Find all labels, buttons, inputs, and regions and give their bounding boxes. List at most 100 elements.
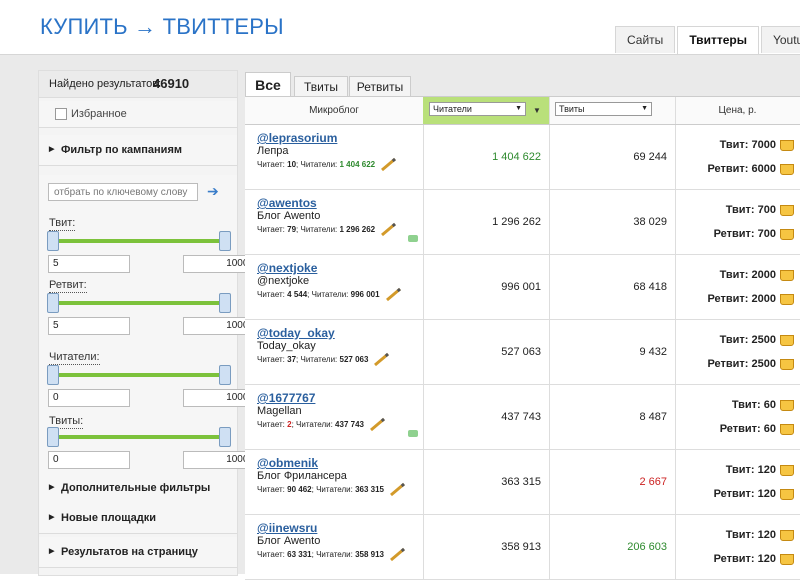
blog-handle-link[interactable]: @today_okay bbox=[257, 326, 335, 340]
col-readers-header[interactable]: Читатели ▼ ▼ bbox=[423, 97, 550, 124]
blog-handle-link[interactable]: @leprasorium bbox=[257, 131, 338, 145]
slider-max-handle[interactable] bbox=[219, 365, 231, 385]
slider-min-handle[interactable] bbox=[47, 293, 59, 313]
readers-sort-label: Читатели bbox=[433, 104, 472, 114]
tweets-cell: 69 244 bbox=[549, 125, 676, 189]
blog-handle-link[interactable]: @1677767 bbox=[257, 391, 316, 405]
blog-handle-link[interactable]: @obmenik bbox=[257, 456, 319, 470]
slider-max-handle[interactable] bbox=[219, 231, 231, 251]
blog-stats: Читает: 63 331; Читатели: 358 913 bbox=[257, 548, 406, 562]
blog-cell: @nextjoke @nextjoke Читает: 4 544; Читател… bbox=[245, 255, 424, 319]
blog-stats: Читает: 90 462; Читатели: 363 315 bbox=[257, 483, 406, 497]
tab-twitter[interactable]: Твиттеры bbox=[677, 26, 759, 55]
pencil-icon[interactable] bbox=[390, 548, 405, 562]
new-sites-toggle[interactable]: ▶ Новые площадки bbox=[39, 503, 237, 534]
results-count: 46910 bbox=[153, 76, 190, 91]
cart-icon[interactable] bbox=[780, 270, 794, 281]
arrow-right-icon[interactable]: ➔ bbox=[207, 183, 219, 199]
readers-cell: 358 913 bbox=[423, 515, 550, 579]
tab-retweets[interactable]: Ретвиты bbox=[349, 76, 411, 97]
blog-handle-link[interactable]: @awentos bbox=[257, 196, 317, 210]
cart-icon[interactable] bbox=[780, 554, 794, 565]
more-filters-toggle[interactable]: ▶ Дополнительные фильтры bbox=[39, 473, 237, 504]
chevron-down-icon: ▼ bbox=[641, 105, 648, 112]
favorites-toggle[interactable]: Избранное bbox=[39, 101, 237, 128]
readers-min-input[interactable]: 0 bbox=[48, 389, 130, 407]
tweets-sort-select[interactable]: Твиты ▼ bbox=[555, 102, 652, 116]
sort-desc-icon: ▼ bbox=[533, 106, 541, 115]
tab-sites[interactable]: Сайты bbox=[615, 26, 676, 53]
slider-min-handle[interactable] bbox=[47, 427, 59, 447]
tab-tweets[interactable]: Твиты bbox=[294, 76, 348, 97]
blog-handle-link[interactable]: @iinewsru bbox=[257, 521, 318, 535]
cart-icon[interactable] bbox=[780, 335, 794, 346]
blog-handle-link[interactable]: @nextjoke bbox=[257, 261, 318, 275]
slider-max-handle[interactable] bbox=[219, 293, 231, 313]
blog-cell: @leprasorium Лепра Читает: 10; Читатели: 1… bbox=[245, 125, 424, 189]
col-tweets-header[interactable]: Твиты ▼ bbox=[549, 97, 676, 124]
per-page-toggle[interactable]: ▶ Результатов на страницу bbox=[39, 537, 237, 568]
cart-icon[interactable] bbox=[780, 229, 794, 240]
comment-icon[interactable] bbox=[408, 235, 418, 242]
comment-icon[interactable] bbox=[408, 430, 418, 437]
top-tabs: Сайты Твиттеры Youtube bbox=[615, 26, 800, 55]
cart-icon[interactable] bbox=[780, 489, 794, 500]
col-price-header[interactable]: Цена, р. bbox=[718, 105, 757, 116]
readers-slider[interactable] bbox=[47, 365, 231, 385]
tweets-cell: 38 029 bbox=[549, 190, 676, 254]
slider-min-handle[interactable] bbox=[47, 365, 59, 385]
tweets-min-input[interactable]: 0 bbox=[48, 451, 130, 469]
tweet-price-slider[interactable] bbox=[47, 231, 231, 251]
tab-youtube[interactable]: Youtube bbox=[760, 26, 800, 53]
cart-icon[interactable] bbox=[780, 140, 794, 151]
blog-cell: @awentos Блог Awento Читает: 79; Читатели:… bbox=[245, 190, 424, 254]
blog-stats: Читает: 10; Читатели: 1 404 622 bbox=[257, 158, 397, 172]
cart-icon[interactable] bbox=[780, 530, 794, 541]
cart-icon[interactable] bbox=[780, 424, 794, 435]
slider-max-handle[interactable] bbox=[219, 427, 231, 447]
favorites-checkbox[interactable] bbox=[55, 108, 67, 120]
pencil-icon[interactable] bbox=[385, 288, 401, 302]
tweets-cell: 68 418 bbox=[549, 255, 676, 319]
retweet-price: Ретвит: 700 bbox=[713, 228, 776, 240]
cart-icon[interactable] bbox=[780, 465, 794, 476]
cart-icon[interactable] bbox=[780, 294, 794, 305]
retweet-price: Ретвит: 120 bbox=[713, 488, 776, 500]
divider bbox=[0, 54, 800, 55]
retweet-price-slider[interactable] bbox=[47, 293, 231, 313]
cart-icon[interactable] bbox=[780, 359, 794, 370]
table-row: @1677767 Magellan Читает: 2; Читатели: 437… bbox=[245, 385, 800, 450]
campaign-filter-toggle[interactable]: ▶ Фильтр по кампаниям bbox=[39, 135, 237, 166]
blog-name: Today_okay bbox=[257, 340, 316, 352]
readers-sort-select[interactable]: Читатели ▼ bbox=[429, 102, 526, 116]
keyword-input[interactable]: отбрать по ключевому слову bbox=[48, 183, 198, 201]
pencil-icon[interactable] bbox=[374, 353, 390, 367]
retweet-price: Ретвит: 120 bbox=[713, 553, 776, 565]
price-cell: Твит: 2500 Ретвит: 2500 bbox=[675, 320, 800, 384]
tweets-cell: 2 667 bbox=[549, 450, 676, 514]
tweet-price-max-input[interactable]: 10000 bbox=[183, 255, 259, 273]
slider-min-handle[interactable] bbox=[47, 231, 59, 251]
caret-right-icon: ▶ bbox=[49, 146, 55, 153]
retweet-price: Ретвит: 2000 bbox=[707, 293, 776, 305]
tweet-price: Твит: 7000 bbox=[719, 139, 776, 151]
cart-icon[interactable] bbox=[780, 400, 794, 411]
pencil-icon[interactable] bbox=[381, 158, 397, 172]
tweets-cell: 8 487 bbox=[549, 385, 676, 449]
pencil-icon[interactable] bbox=[390, 483, 405, 497]
blog-cell: @iinewsru Блог Awento Читает: 63 331; Чита… bbox=[245, 515, 424, 579]
col-blog-header[interactable]: Микроблог bbox=[245, 97, 424, 124]
cart-icon[interactable] bbox=[780, 164, 794, 175]
pencil-icon[interactable] bbox=[369, 418, 385, 432]
readers-cell: 1 404 622 bbox=[423, 125, 550, 189]
pencil-icon[interactable] bbox=[381, 223, 397, 237]
retweet-price-min-input[interactable]: 5 bbox=[48, 317, 130, 335]
table-row: @iinewsru Блог Awento Читает: 63 331; Чита… bbox=[245, 515, 800, 580]
tab-all[interactable]: Все bbox=[245, 72, 291, 97]
blog-cell: @1677767 Magellan Читает: 2; Читатели: 437… bbox=[245, 385, 424, 449]
blog-stats: Читает: 4 544; Читатели: 996 001 bbox=[257, 288, 402, 302]
tweet-price-min-input[interactable]: 5 bbox=[48, 255, 130, 273]
tweets-slider[interactable] bbox=[47, 427, 231, 447]
price-cell: Твит: 700 Ретвит: 700 bbox=[675, 190, 800, 254]
cart-icon[interactable] bbox=[780, 205, 794, 216]
